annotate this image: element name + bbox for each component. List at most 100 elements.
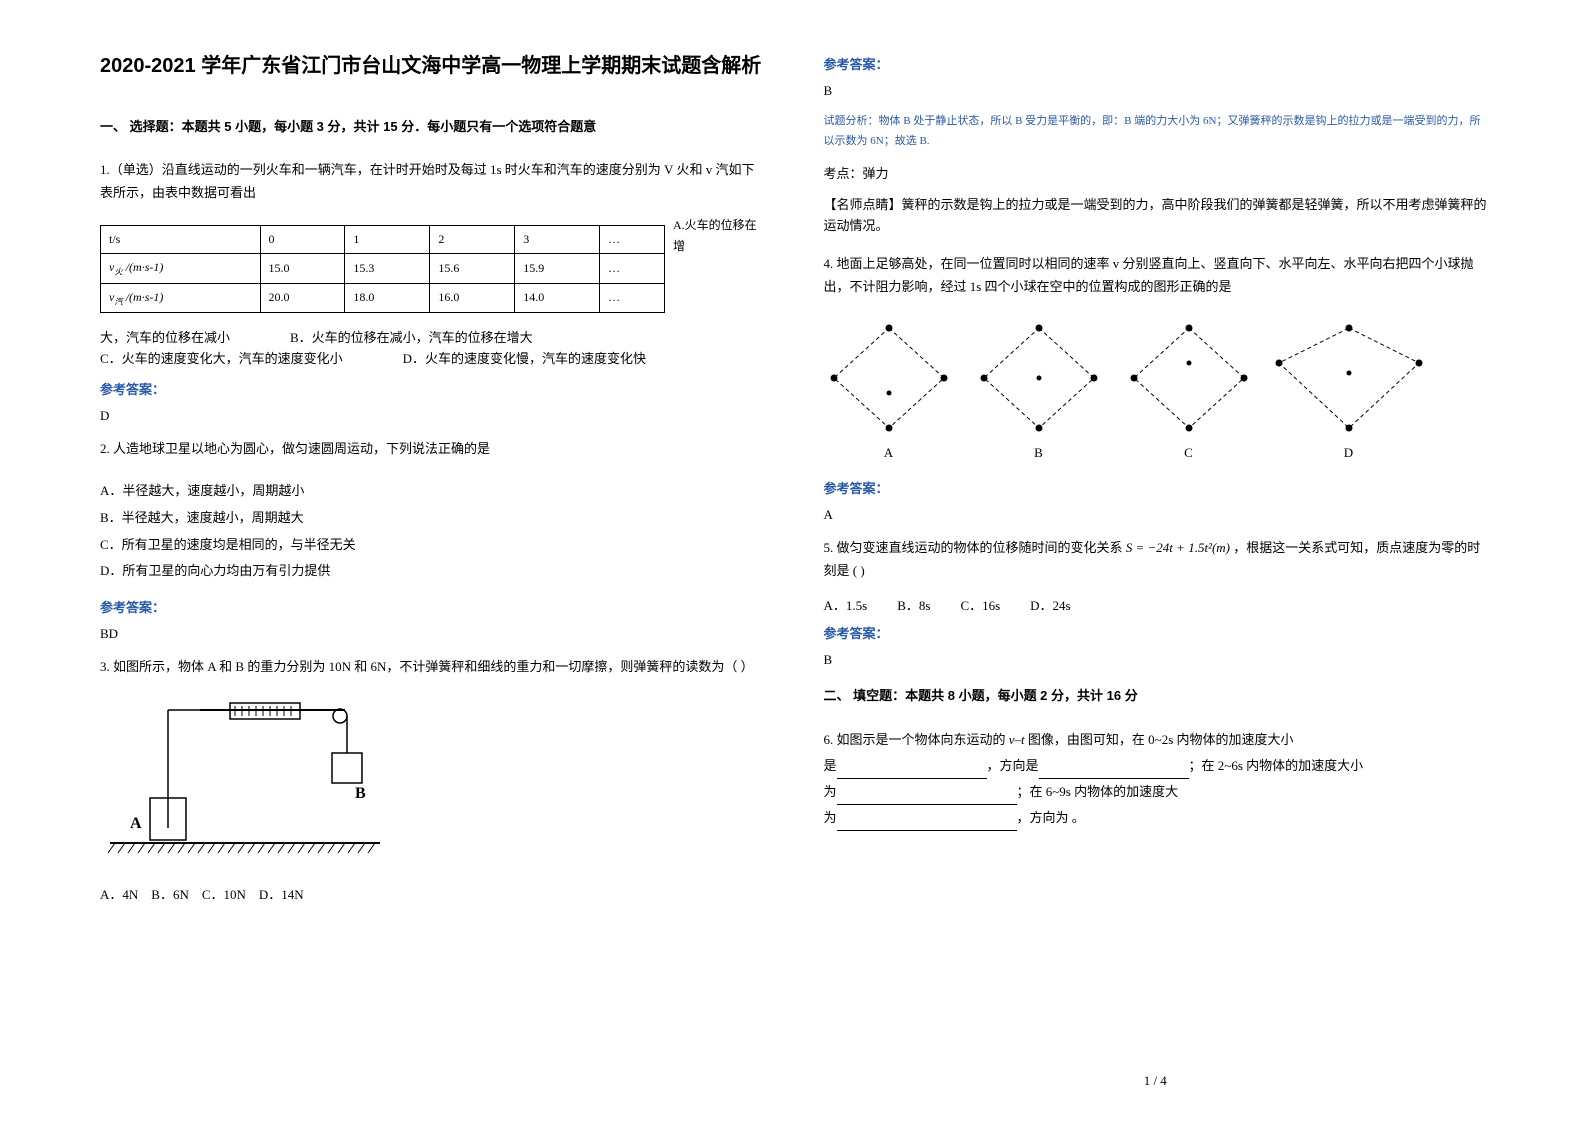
q6-l3b: ；在 6~9s 内物体的加速度大 xyxy=(1017,784,1179,799)
label-B: B xyxy=(355,785,366,802)
spring-scale-figure: B A xyxy=(100,698,380,868)
section-1-header: 一、 选择题：本题共 5 小题，每小题 3 分，共计 15 分．每小题只有一个选… xyxy=(100,117,764,138)
v-sub: 汽 xyxy=(114,297,122,306)
cell: … xyxy=(600,253,665,283)
q1-table: t/s 0 1 2 3 … v火 /(m·s-1) 15.0 15.3 15.6… xyxy=(100,225,665,314)
q6-l1-post: 图像，由图可知，在 0~2s 内物体的加速度大小 xyxy=(1025,732,1294,747)
table-row: v火 /(m·s-1) 15.0 15.3 15.6 15.9 … xyxy=(101,253,665,283)
table-row: t/s 0 1 2 3 … xyxy=(101,225,665,253)
q4-diagram-B: B xyxy=(974,318,1104,464)
q5-stem-pre: 5. 做匀变速直线运动的物体的位移随时间的变化关系 xyxy=(824,540,1123,555)
fill-blank xyxy=(837,817,1017,831)
q5-optD: D．24s xyxy=(1030,596,1070,617)
q4-diagram-C: C xyxy=(1124,318,1254,464)
q1-optD: D．火车的速度变化慢，汽车的速度变化快 xyxy=(403,349,646,370)
q1-answer: D xyxy=(100,406,764,427)
q6-l4a: 为 xyxy=(824,810,837,825)
q3-stem: 3. 如图所示，物体 A 和 B 的重力分别为 10N 和 6N，不计弹簧秤和细… xyxy=(100,655,764,678)
q1-answer-label: 参考答案： xyxy=(100,380,764,401)
label-A: A xyxy=(130,815,142,832)
page-title: 2020-2021 学年广东省江门市台山文海中学高一物理上学期期末试题含解析 xyxy=(100,50,764,82)
q3-kaodian-block: 考点：弹力 xyxy=(824,164,1488,185)
cell: 15.3 xyxy=(345,253,430,283)
cell: v火 /(m·s-1) xyxy=(101,253,261,283)
q1-row-ab: 大，汽车的位移在减小 B．火车的位移在减小，汽车的位移在增大 xyxy=(100,328,764,349)
q3-analysis: 物体 B 处于静止状态，所以 B 受力是平衡的，即：B 端的力大小为 6N；又弹… xyxy=(824,115,1481,148)
q1-optC: C．火车的速度变化大，汽车的速度变化小 xyxy=(100,349,343,370)
q4-label-D: D xyxy=(1344,443,1353,464)
cell: 15.0 xyxy=(260,253,345,283)
fill-blank xyxy=(837,791,1017,805)
left-column: 2020-2021 学年广东省江门市台山文海中学高一物理上学期期末试题含解析 一… xyxy=(100,50,764,1092)
q1-row-cd: C．火车的速度变化大，汽车的速度变化小 D．火车的速度变化慢，汽车的速度变化快 xyxy=(100,349,764,370)
q1-options: 大，汽车的位移在减小 B．火车的位移在减小，汽车的位移在增大 C．火车的速度变化… xyxy=(100,328,764,370)
cell: 2 xyxy=(430,225,515,253)
q6-l3a: 为 xyxy=(824,784,837,799)
q3-tip-block: 【名师点睛】簧秤的示数是钩上的拉力或是一端受到的力，高中阶段我们的弹簧都是轻弹簧… xyxy=(824,195,1488,237)
q2-options: A．半径越大，速度越小，周期越小 B．半径越大，速度越小，周期越大 C．所有卫星… xyxy=(100,475,764,588)
q2-optB: B．半径越大，速度越小，周期越大 xyxy=(100,508,764,529)
q2-optC: C．所有卫星的速度均是相同的，与半径无关 xyxy=(100,535,764,556)
q6-l2a: 是 xyxy=(824,758,837,773)
cell: 20.0 xyxy=(260,283,345,313)
q4-answer-label: 参考答案： xyxy=(824,479,1488,500)
cell: v汽 /(m·s-1) xyxy=(101,283,261,313)
q5-options: A．1.5s B．8s C．16s D．24s xyxy=(824,596,1488,617)
fill-blank xyxy=(1039,765,1189,779)
q2-answer-label: 参考答案： xyxy=(100,598,764,619)
right-column: 参考答案： B 试题分析：物体 B 处于静止状态，所以 B 受力是平衡的，即：B… xyxy=(824,50,1488,1092)
q4-stem: 4. 地面上足够高处，在同一位置同时以相同的速率 v 分别竖直向上、竖直向下、水… xyxy=(824,252,1488,299)
q3-tip: 簧秤的示数是钩上的拉力或是一端受到的力，高中阶段我们的弹簧都是轻弹簧，所以不用考… xyxy=(824,197,1487,233)
q6-l1-pre: 6. 如图示是一个物体向东运动的 xyxy=(824,732,1009,747)
q5-block: 5. 做匀变速直线运动的物体的位移随时间的变化关系 S = −24t + 1.5… xyxy=(824,536,1488,583)
q1-side-text: A.火车的位移在增 xyxy=(673,215,764,324)
q4-label-B: B xyxy=(1034,443,1043,464)
q1-optB: B．火车的位移在减小，汽车的位移在增大 xyxy=(290,328,533,349)
v-unit: /(m·s-1) xyxy=(123,290,164,304)
cell: 15.6 xyxy=(430,253,515,283)
cell: t/s xyxy=(101,225,261,253)
q1-stem: 1.（单选）沿直线运动的一列火车和一辆汽车，在计时开始时及每过 1s 时火车和汽… xyxy=(100,158,764,205)
q1-table-wrapper: t/s 0 1 2 3 … v火 /(m·s-1) 15.0 15.3 15.6… xyxy=(100,215,764,324)
q2-optD: D．所有卫星的向心力均由万有引力提供 xyxy=(100,561,764,582)
q6-l1-var: v–t xyxy=(1009,732,1025,747)
cell: 14.0 xyxy=(515,283,600,313)
q4-label-A: A xyxy=(884,443,893,464)
q6-l2b: ，方向是 xyxy=(987,758,1039,773)
fill-blank xyxy=(837,765,987,779)
q3-answer: B xyxy=(824,81,1488,102)
q6-block: 6. 如图示是一个物体向东运动的 v–t 图像，由图可知，在 0~2s 内物体的… xyxy=(824,727,1488,831)
page-number: 1 / 4 xyxy=(824,1051,1488,1092)
cell: … xyxy=(600,225,665,253)
q4-label-C: C xyxy=(1184,443,1193,464)
q3-analysis-block: 试题分析：物体 B 处于静止状态，所以 B 受力是平衡的，即：B 端的力大小为 … xyxy=(824,110,1488,152)
q2-optA: A．半径越大，速度越小，周期越小 xyxy=(100,481,764,502)
q3-figure: B A xyxy=(100,698,380,875)
q2-answer: BD xyxy=(100,624,764,645)
q5-answer: B xyxy=(824,650,1488,671)
q6-l2c: ；在 2~6s 内物体的加速度大小 xyxy=(1189,758,1364,773)
q3-kaodian: 弹力 xyxy=(863,166,889,181)
q5-answer-label: 参考答案： xyxy=(824,624,1488,645)
cell: 18.0 xyxy=(345,283,430,313)
cell: 1 xyxy=(345,225,430,253)
v-unit: /(m·s-1) xyxy=(123,260,164,274)
q4-diagram-A: A xyxy=(824,318,954,464)
q6-l4b: ，方向为 。 xyxy=(1017,810,1085,825)
q5-formula: S = −24t + 1.5t²(m) xyxy=(1126,540,1230,555)
q4-answer: A xyxy=(824,505,1488,526)
q4-diagram-D: D xyxy=(1274,318,1424,464)
q3-options: A．4N B．6N C．10N D．14N xyxy=(100,885,764,906)
q5-optB: B．8s xyxy=(897,596,930,617)
table-row: v汽 /(m·s-1) 20.0 18.0 16.0 14.0 … xyxy=(101,283,665,313)
v-sub: 火 xyxy=(114,267,122,276)
cell: 15.9 xyxy=(515,253,600,283)
q3-tip-label: 【名师点睛】 xyxy=(824,197,902,212)
q5-optA: A．1.5s xyxy=(824,596,868,617)
q2-stem: 2. 人造地球卫星以地心为圆心，做匀速圆周运动，下列说法正确的是 xyxy=(100,437,764,460)
q3-analysis-label: 试题分析： xyxy=(824,115,879,127)
cell: … xyxy=(600,283,665,313)
q3-kaodian-label: 考点： xyxy=(824,166,863,181)
cell: 3 xyxy=(515,225,600,253)
q4-diagrams: A B C xyxy=(824,318,1488,464)
